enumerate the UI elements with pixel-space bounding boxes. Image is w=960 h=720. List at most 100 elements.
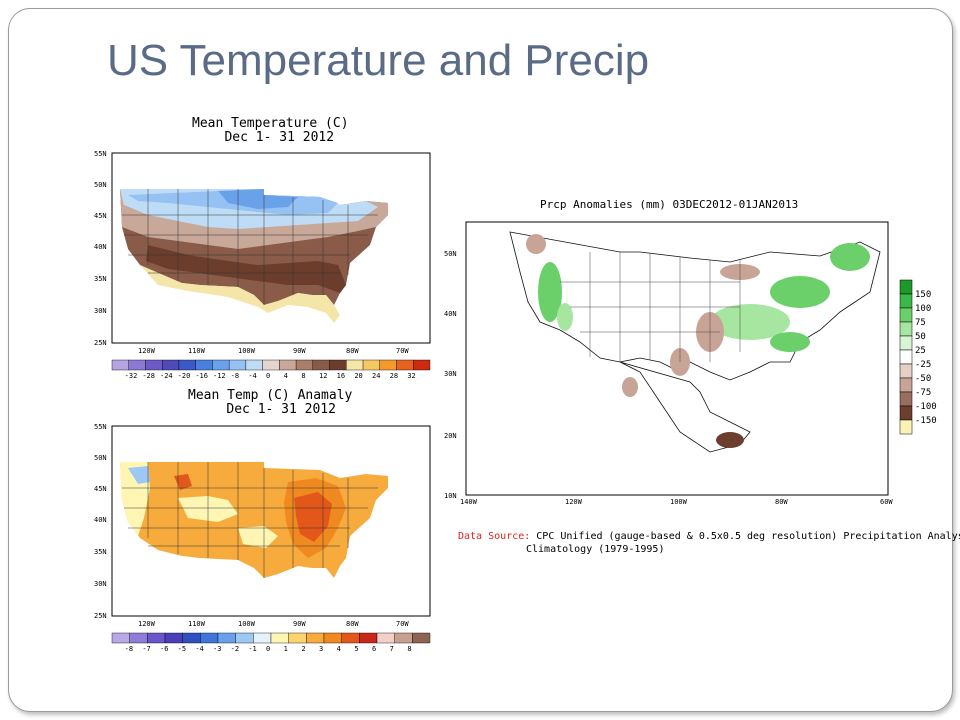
temp-colorbar-label: -24: [160, 372, 173, 380]
anom-colorbar-swatch: [359, 632, 378, 644]
anom-lat-label: 45N: [94, 485, 107, 493]
anom-colorbar-label: -1: [248, 645, 256, 653]
precip-legend-label: -75: [915, 388, 931, 398]
anom-colorbar-swatch: [200, 632, 219, 644]
data-source-label: Data Source:: [458, 531, 531, 542]
temp-colorbar-label: 8: [301, 372, 305, 380]
temp-map-borders: [122, 189, 378, 305]
precip-legend-swatch: [899, 377, 913, 393]
temp-colorbar-swatch: [195, 359, 213, 371]
temp-colorbar-label: -28: [142, 372, 155, 380]
precip-legend-label: -100: [915, 402, 937, 412]
anom-colorbar-swatch: [111, 632, 130, 644]
precip-legend-label: -150: [915, 416, 937, 426]
temp-colorbar-swatch: [312, 359, 330, 371]
temp-colorbar-label: -4: [248, 372, 256, 380]
precip-lon-label: 120W: [565, 498, 583, 506]
precip-legend-swatch: [899, 293, 913, 309]
data-source-line1: CPC Unified (gauge-based & 0.5x0.5 deg r…: [536, 531, 960, 542]
precip-map-frame: [465, 221, 889, 496]
precip-lat-label: 30N: [444, 370, 457, 378]
anom-lon-label: 100W: [238, 620, 256, 628]
anom-colorbar-label: -3: [213, 645, 221, 653]
temp-colorbar-swatch: [295, 359, 314, 371]
anom-colorbar-swatch: [341, 632, 360, 644]
anom-lat-label: 40N: [94, 516, 107, 524]
precip-map-borders: [560, 252, 741, 362]
temp-colorbar-swatch: [346, 359, 364, 371]
anom-map-regions: [120, 462, 388, 578]
temp-colorbar-label: -16: [195, 372, 208, 380]
anom-colorbar-swatch: [394, 632, 413, 644]
temp-colorbar-label: -20: [178, 372, 191, 380]
anom-colorbar-label: 6: [372, 645, 376, 653]
temp-colorbar-swatch: [279, 359, 297, 371]
temp-lat-label: 55N: [94, 150, 107, 158]
precip-lon-label: 60W: [880, 498, 893, 506]
precip-lon-label: 140W: [460, 498, 478, 506]
temp-lat-label: 30N: [94, 307, 107, 315]
precip-legend-swatch: [899, 307, 913, 323]
data-source: Data Source: CPC Unified (gauge-based & …: [458, 530, 960, 556]
anom-colorbar-swatch: [323, 632, 342, 644]
anom-lon-label: 90W: [293, 620, 306, 628]
slide-title: US Temperature and Precip: [107, 36, 650, 85]
precip-legend-label: 75: [915, 318, 926, 328]
temp-map-title-line1: Mean Temperature (C): [192, 116, 349, 131]
data-source-line2: Climatology (1979-1995): [526, 544, 665, 555]
anom-colorbar-swatch: [182, 632, 201, 644]
temp-map-title: Mean Temperature (C) Dec 1- 31 2012: [192, 117, 349, 145]
anom-lon-label: 120W: [138, 620, 156, 628]
temp-colorbar-swatch: [145, 359, 163, 371]
temp-lon-label: 100W: [238, 347, 256, 355]
temp-colorbar: [111, 359, 431, 371]
anom-map-title: Mean Temp (C) Anamaly Dec 1- 31 2012: [188, 389, 352, 417]
anom-colorbar-swatch: [129, 632, 148, 644]
anom-lat-label: 55N: [94, 423, 107, 431]
anom-colorbar-label: -5: [178, 645, 186, 653]
temp-colorbar-label: 0: [266, 372, 270, 380]
temp-colorbar-swatch: [162, 359, 180, 371]
anom-lon-label: 110W: [188, 620, 206, 628]
anom-colorbar-label: -2: [231, 645, 239, 653]
precip-legend-swatch: [899, 349, 913, 365]
anom-colorbar-labels: -8 -7 -6 -5 -4 -3 -2 -1 0 1 2 3 4 5 6 7 8: [125, 645, 412, 653]
anom-colorbar-swatch: [147, 632, 166, 644]
temp-lon-label: 120W: [138, 347, 156, 355]
precip-lon-label: 100W: [670, 498, 688, 506]
anom-colorbar-label: 2: [301, 645, 305, 653]
precip-legend-swatch: [899, 279, 913, 295]
temp-colorbar-swatch: [212, 359, 230, 371]
anom-colorbar-label: 3: [319, 645, 323, 653]
temp-colorbar-swatch: [228, 359, 247, 371]
precip-legend-labels: 150 100 75 50 25 -25 -50 -75 -100 -150: [915, 290, 937, 426]
precip-legend: 150 100 75 50 25 -25 -50 -75 -100 -150: [899, 279, 937, 435]
temp-colorbar-swatch: [262, 359, 280, 371]
precip-legend-label: 25: [915, 346, 926, 356]
anom-colorbar-swatch: [376, 632, 395, 644]
anom-lat-label: 30N: [94, 580, 107, 588]
anom-colorbar-swatch: [235, 632, 254, 644]
anom-lon-label: 80W: [346, 620, 359, 628]
temp-map: 55N 50N 45N 40N 35N 30N 25N 120W 110W 10…: [94, 150, 431, 380]
precip-lon-label: 80W: [775, 498, 788, 506]
anom-colorbar-label: 7: [390, 645, 394, 653]
temp-colorbar-label: 28: [390, 372, 398, 380]
precip-map-title: Prcp Anomalies (mm) 03DEC2012-01JAN2013: [540, 198, 799, 211]
temp-lat-label: 35N: [94, 275, 107, 283]
precip-legend-boxes: [899, 279, 913, 435]
precip-map-lon-labels: 140W 120W 100W 80W 60W: [460, 498, 893, 506]
anom-colorbar: [111, 632, 431, 644]
anom-colorbar-label: -8: [125, 645, 133, 653]
anom-colorbar-swatch: [253, 632, 272, 644]
temp-map-lon-labels: 120W 110W 100W 90W 80W 70W: [138, 347, 409, 355]
temp-lon-label: 90W: [293, 347, 306, 355]
anom-colorbar-label: 4: [337, 645, 341, 653]
precip-map-lat-labels: 50N 40N 30N 20N 10N: [444, 250, 457, 500]
temp-colorbar-label: 32: [407, 372, 415, 380]
anom-colorbar-label: -6: [160, 645, 168, 653]
anom-colorbar-label: 8: [407, 645, 411, 653]
precip-lat-label: 20N: [444, 432, 457, 440]
precip-legend-swatch: [899, 335, 913, 351]
anom-colorbar-swatch: [217, 632, 236, 644]
